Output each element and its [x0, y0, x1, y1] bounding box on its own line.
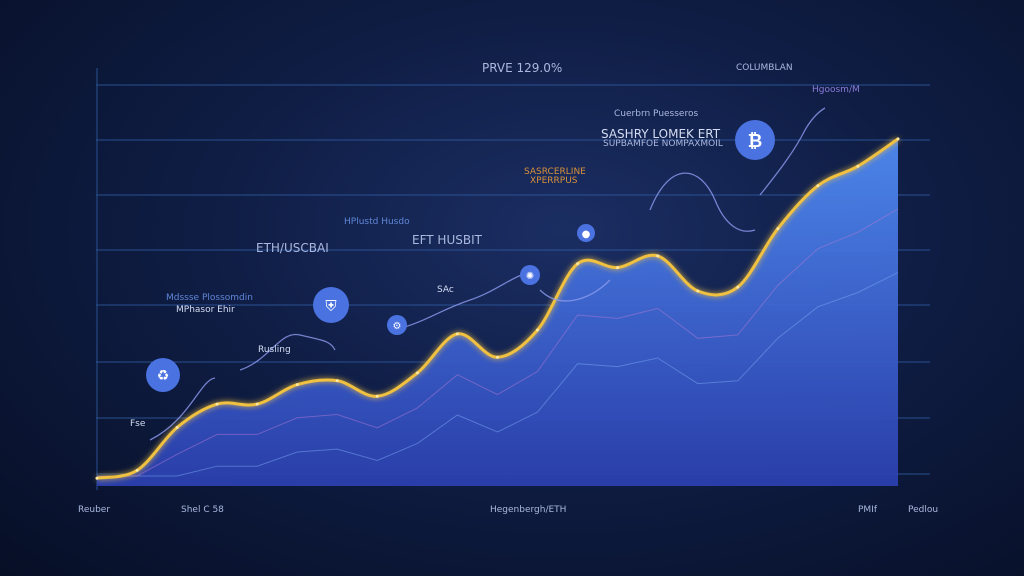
- annotation-label: SAc: [437, 285, 454, 295]
- data-point: [696, 289, 700, 293]
- svg-text:✺: ✺: [526, 271, 534, 282]
- data-point: [455, 332, 459, 336]
- corner-label: Hgoosm/M: [812, 85, 860, 95]
- annotation-label: ETH/USCBAI: [256, 241, 329, 255]
- data-point: [536, 328, 539, 332]
- data-point: [335, 379, 339, 383]
- data-point: [776, 227, 780, 231]
- data-point: [616, 266, 620, 270]
- shield-icon: ⛨: [313, 287, 349, 323]
- annotation-label: HPlustd Husdo: [344, 217, 410, 227]
- svg-text:⛨: ⛨: [325, 297, 336, 315]
- data-point: [576, 262, 580, 266]
- data-point: [415, 371, 419, 375]
- series-layer: [95, 137, 900, 486]
- data-point: [856, 164, 860, 168]
- data-point: [736, 285, 740, 289]
- annotation-label: Rusling: [258, 345, 291, 355]
- data-point: [215, 402, 219, 406]
- data-point: [95, 476, 99, 480]
- data-point: [255, 402, 259, 406]
- annotation-label: Mdssse Plossomdin: [166, 293, 253, 303]
- data-point: [896, 137, 900, 141]
- data-point: [175, 426, 179, 429]
- svg-text:₿: ₿: [748, 131, 763, 152]
- x-tick-label: Reuber: [78, 505, 110, 515]
- data-point: [496, 355, 499, 359]
- annotation-label: Cuerbrn Puesseros: [614, 109, 698, 119]
- top-right-label: COLUMBLAN: [736, 63, 793, 73]
- inner-wave-line: [97, 272, 899, 477]
- apple-icon: ●: [577, 224, 595, 242]
- chart-title: PRVE 129.0%: [482, 61, 562, 75]
- inner-wave-line: [97, 208, 899, 477]
- annotation-label: Fse: [130, 419, 146, 429]
- annotation-label: XPERRPUS: [530, 176, 578, 186]
- data-point: [135, 468, 139, 472]
- decor-wisps: [149, 107, 826, 441]
- annotation-label: SASHRY LOMEK ERT: [601, 127, 721, 141]
- bitcoin-icon: ₿: [735, 120, 775, 160]
- robot-icon: ⚙: [387, 315, 407, 335]
- svg-text:⚙: ⚙: [393, 321, 402, 332]
- annotation-label: SASRCERLINE: [524, 167, 586, 177]
- svg-text:♻: ♻: [157, 368, 170, 384]
- data-point: [816, 184, 820, 188]
- x-tick-label: Shel C 58: [181, 505, 224, 515]
- data-point: [295, 383, 299, 387]
- x-tick-label: PMIf: [858, 505, 878, 515]
- x-tick-label: Pedlou: [908, 505, 938, 515]
- series-area: [97, 138, 898, 486]
- svg-text:●: ●: [582, 229, 591, 240]
- annotation-label: MPhasor Ehir: [176, 305, 235, 315]
- x-tick-label: Hegenbergh/ETH: [490, 505, 566, 515]
- annotation-label: SUPBAMFOE NOMPAXMOIL: [603, 139, 723, 149]
- data-point: [375, 394, 379, 398]
- recycle-icon: ♻: [146, 358, 180, 392]
- atom-icon: ✺: [520, 265, 540, 285]
- data-point: [656, 254, 660, 258]
- annotation-label: EFT HUSBIT: [412, 233, 483, 247]
